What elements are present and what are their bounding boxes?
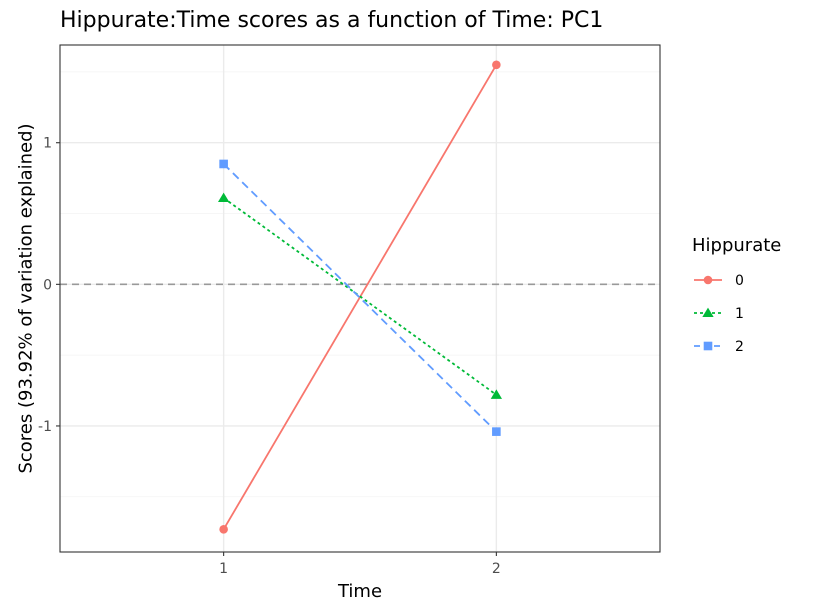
data-point-0-2 (492, 60, 501, 70)
x-tick-label: 2 (492, 561, 501, 577)
y-axis: -1 0 1 (38, 136, 60, 435)
data-point-1-2 (490, 389, 503, 399)
data-point-2-1 (219, 159, 228, 169)
y-tick-label: 0 (43, 277, 52, 293)
legend-title: Hippurate (692, 235, 781, 256)
chart-title: Hippurate:Time scores as a function of T… (60, 8, 603, 33)
plot-panel (59, 44, 661, 553)
x-axis-title: Time (337, 581, 382, 602)
y-axis-title: Scores (93.92% of variation explained) (15, 123, 36, 473)
data-point-2-2 (492, 427, 501, 436)
data-point-1-1 (217, 192, 230, 202)
legend: Hippurate 0 1 2 (692, 235, 781, 355)
legend-key-marker-2 (703, 341, 713, 351)
series-line-2 (223, 163, 497, 433)
legend-key-marker-1 (702, 307, 714, 318)
data-point-0-1 (219, 525, 228, 534)
y-tick-label: 1 (43, 136, 52, 152)
legend-label-1: 1 (735, 306, 744, 322)
legend-label-2: 2 (735, 339, 744, 355)
legend-label-0: 0 (735, 273, 744, 289)
x-tick-label: 1 (219, 561, 228, 577)
series-line-1 (223, 197, 497, 396)
y-tick-label: -1 (38, 419, 52, 435)
legend-key-marker-0 (703, 275, 713, 285)
panel-border (59, 44, 661, 553)
